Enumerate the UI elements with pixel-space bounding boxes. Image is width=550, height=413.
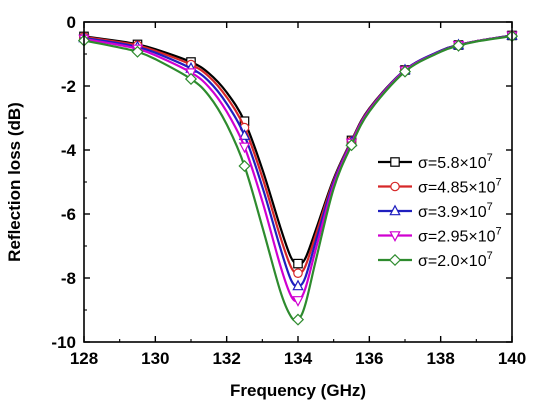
legend-label-exponent: 7: [487, 201, 493, 213]
data-point: [452, 39, 465, 52]
legend-label: σ=3.9×107: [418, 201, 493, 221]
y-tick-label: 0: [67, 13, 76, 32]
data-point: [293, 258, 303, 269]
x-tick-label: 140: [498, 349, 526, 368]
y-tick-label: -6: [61, 205, 76, 224]
data-point: [292, 279, 304, 291]
legend-marker: [390, 157, 400, 167]
y-tick-label: -8: [61, 269, 76, 288]
legend-label: σ=4.85×107: [418, 177, 502, 197]
x-tick-label: 130: [141, 349, 169, 368]
data-point: [291, 313, 305, 326]
legend-label: σ=2.95×107: [418, 226, 502, 246]
legend-label-exponent: 7: [496, 226, 502, 238]
data-point: [131, 45, 144, 58]
legend-label-base: σ=2.0×10: [418, 253, 487, 270]
legend-item: σ=5.8×107: [378, 152, 493, 172]
legend-marker: [389, 231, 401, 242]
legend-label-exponent: 7: [496, 177, 502, 189]
legend-marker: [389, 204, 401, 216]
x-tick-label: 136: [355, 349, 383, 368]
data-point: [292, 296, 304, 307]
y-tick-label: -10: [51, 333, 76, 352]
data-point: [345, 139, 358, 152]
axes-layer: 128 130 132 134 136 138 140 0 -2 -4 -6 -8 -10: [51, 13, 526, 368]
y-tick-label: -4: [61, 141, 77, 160]
legend-item: σ=2.0×107: [378, 250, 493, 270]
legend-label-base: σ=3.9×10: [418, 204, 487, 221]
series-4: [77, 30, 519, 326]
legend-label-base: σ=2.95×10: [418, 229, 496, 246]
legend-label: σ=2.0×107: [418, 250, 493, 270]
legend-marker: [388, 253, 402, 267]
series-line: [83, 35, 513, 322]
y-axis-title: Reflection loss (dB): [5, 102, 24, 262]
legend-item: σ=3.9×107: [378, 201, 493, 221]
data-point: [293, 268, 303, 278]
x-tick-label: 128: [70, 349, 98, 368]
x-tick-label: 138: [426, 349, 454, 368]
x-tick-label: 132: [212, 349, 240, 368]
data-point: [238, 129, 251, 140]
legend: σ=5.8×107σ=4.85×107σ=3.9×107σ=2.95×107σ=…: [378, 152, 502, 270]
legend-item: σ=4.85×107: [378, 177, 502, 197]
legend-item: σ=2.95×107: [378, 226, 502, 246]
legend-label-exponent: 7: [487, 250, 493, 262]
data-point: [184, 72, 198, 86]
legend-label-base: σ=4.85×10: [418, 180, 496, 197]
data-point: [238, 159, 251, 173]
legend-marker: [390, 181, 400, 192]
series-layer: [77, 28, 519, 326]
x-axis-title: Frequency (GHz): [230, 381, 366, 400]
data-point: [398, 65, 412, 78]
x-tick-label: 134: [284, 349, 313, 368]
legend-label-exponent: 7: [487, 152, 493, 164]
data-point: [238, 142, 251, 154]
y-tick-label: -2: [61, 77, 76, 96]
legend-label-base: σ=5.8×10: [418, 155, 487, 172]
legend-label: σ=5.8×107: [418, 152, 493, 172]
